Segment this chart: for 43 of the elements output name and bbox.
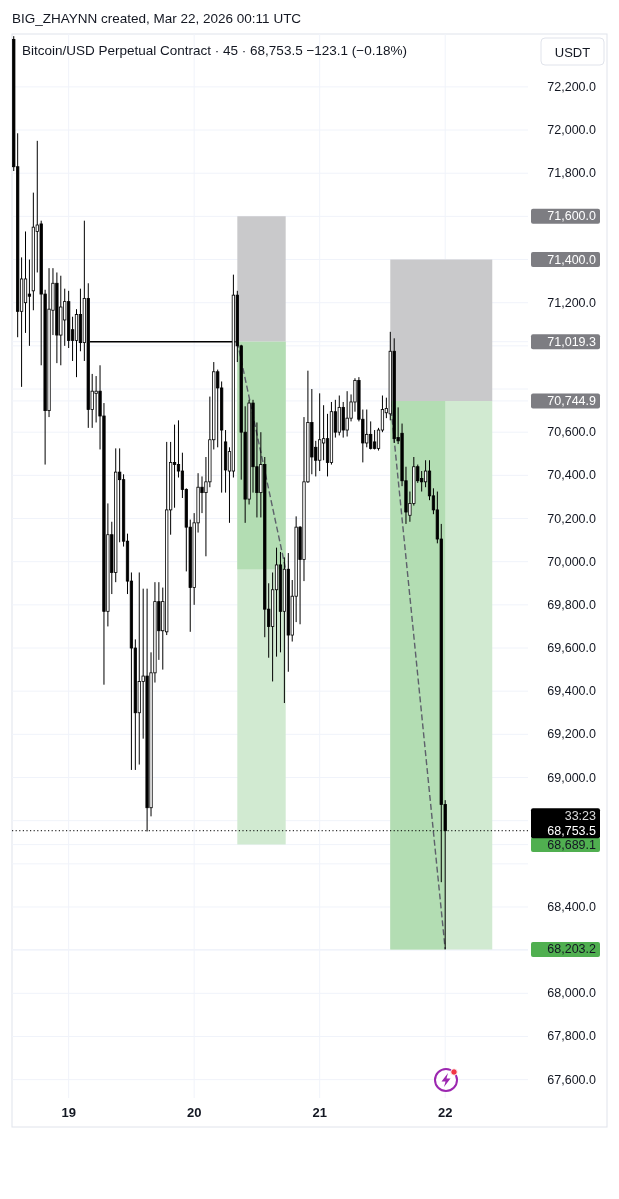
candlestick (420, 470, 424, 493)
y-tick-label: 72,200.0 (547, 79, 597, 94)
candlestick (345, 390, 349, 438)
candlestick (94, 375, 98, 423)
y-tick-label: 71,600.0 (547, 209, 597, 224)
y-tick-label: 69,000.0 (547, 770, 597, 785)
y-tick-label: 71,400.0 (547, 252, 597, 267)
y-tick-label: 69,400.0 (547, 684, 597, 699)
ref-line-label: 68,753.5 (547, 823, 597, 838)
y-tick-label: 67,600.0 (547, 1072, 597, 1087)
y-tick-label: 70,744.9 (547, 393, 597, 408)
y-tick-label: 68,400.0 (547, 900, 597, 914)
candlestick (318, 392, 322, 472)
candlestick (321, 404, 326, 461)
text: BIG_ZHAYNN created, Mar 22, 2026 00:11 UTC (12, 11, 302, 26)
y-tick-label: 71,200.0 (547, 295, 597, 310)
x-tick-label: 21 (312, 1104, 327, 1120)
x-tick-label: 19 (61, 1104, 76, 1120)
y-tick-label: 69,200.0 (547, 727, 597, 742)
y-tick-label: 71,019.3 (547, 334, 597, 349)
y-tick-label: 72,000.0 (547, 123, 597, 138)
y-tick-label: 68,203.2 (547, 942, 597, 957)
candlestick (325, 413, 330, 477)
y-tick-label: 70,600.0 (547, 425, 597, 440)
y-tick-label: 68,689.1 (547, 837, 597, 852)
y-tick-label: 68,000.0 (547, 986, 597, 1001)
candlestick (369, 420, 373, 450)
candlestick (63, 288, 67, 347)
x-tick-label: 22 (437, 1104, 453, 1120)
text: 33:23 (564, 808, 597, 823)
y-tick-label: 70,200.0 (547, 511, 597, 526)
y-tick-label: 69,600.0 (547, 641, 597, 656)
y-tick-label: 67,800.0 (547, 1029, 597, 1044)
y-tick-label: 69,800.0 (547, 597, 597, 612)
y-tick-label: 71,800.0 (547, 166, 597, 181)
text: Bitcoin/USD Perpetual Contract · 45 · 68,753.5 −123.1 (−0.18%) (22, 43, 407, 58)
candlestick (365, 409, 369, 448)
candlestick (23, 230, 28, 334)
y-tick-label: 70,000.0 (547, 554, 597, 569)
x-tick-label: 20 (186, 1104, 202, 1120)
candlestick (172, 424, 177, 509)
y-tick-label: 70,400.0 (547, 468, 597, 483)
y-axis-title: USDT (554, 44, 591, 60)
